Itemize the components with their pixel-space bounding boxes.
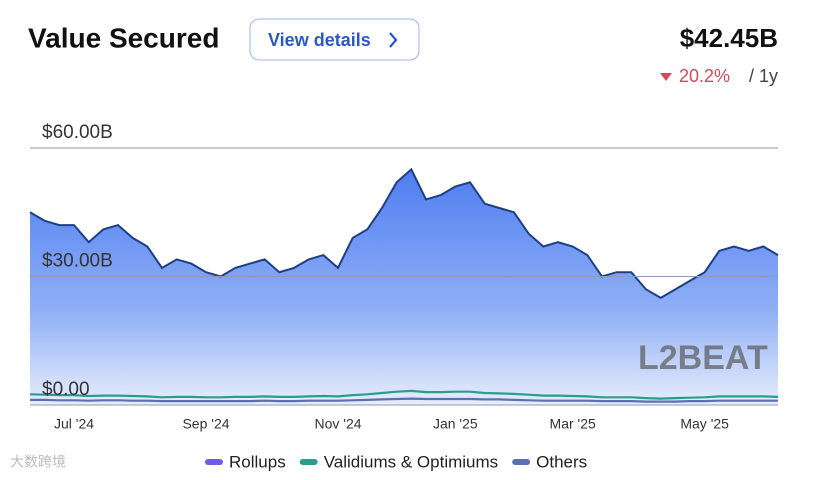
x-tick-label: Nov '24 <box>314 416 361 432</box>
legend-label: Others <box>536 452 587 471</box>
legend-swatch <box>299 459 318 465</box>
y-tick-label: $30.00B <box>42 251 113 272</box>
button-label[interactable]: View details <box>268 30 371 50</box>
legend-label: Rollups <box>229 452 286 471</box>
down-arrow <box>660 73 672 81</box>
y-tick-label: $60.00B <box>42 122 113 143</box>
legend-swatch <box>205 459 223 465</box>
change: 20.2% <box>679 66 730 86</box>
logo: L2BEAT <box>638 339 768 377</box>
x-tick-label: Sep '24 <box>182 416 229 432</box>
view-details-button[interactable] <box>249 18 420 61</box>
watermark: 大数跨境 <box>10 454 66 470</box>
x-tick-label: May '25 <box>680 416 729 432</box>
chevron <box>389 32 398 48</box>
total-value: $42.45B <box>680 23 778 53</box>
legend-label: Validiums & Optimiums <box>324 452 498 471</box>
period: / 1y <box>749 66 778 86</box>
legend-swatch <box>512 459 531 465</box>
area-line <box>29 167 779 300</box>
title: Value Secured <box>28 22 219 53</box>
x-tick-label: Jul '24 <box>54 416 94 432</box>
area <box>30 169 778 405</box>
y-tick-label: $0.00 <box>42 379 90 400</box>
series-line <box>29 389 779 400</box>
x-tick-label: Jan '25 <box>433 416 478 432</box>
x-tick-label: Mar '25 <box>550 416 596 432</box>
series-line <box>30 397 778 403</box>
